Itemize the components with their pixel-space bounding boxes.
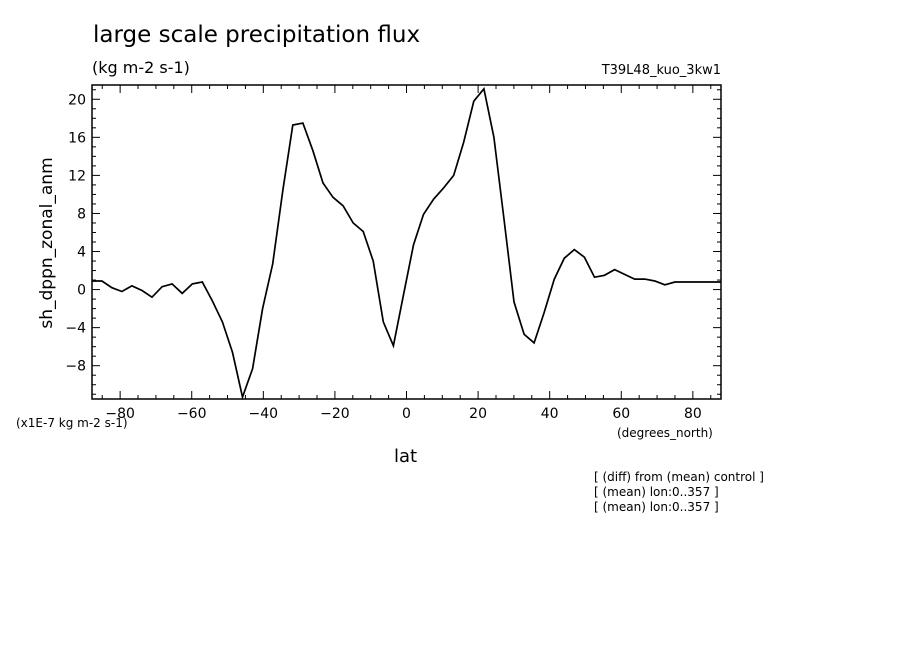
- chart-title: large scale precipitation flux: [93, 22, 421, 48]
- y-tick-label: 0: [77, 283, 86, 299]
- x-axis-label: lat: [394, 446, 418, 467]
- note-line: [ (mean) lon:0..357 ]: [594, 485, 719, 499]
- x-tick-label: 0: [402, 406, 411, 422]
- y-scale-note: (x1E-7 kg m-2 s-1): [16, 416, 128, 430]
- x-tick-label: −60: [177, 406, 207, 422]
- series-line: [92, 86, 721, 401]
- x-axis-units: (degrees_north): [617, 426, 713, 440]
- y-axis-label: sh_dppn_zonal_anm: [37, 157, 57, 328]
- y-tick-label: −8: [65, 359, 86, 375]
- axes-group: [91, 84, 722, 400]
- x-tick-label: −40: [249, 406, 279, 422]
- note-line: [ (diff) from (mean) control ]: [594, 470, 764, 484]
- x-tick-label: −20: [320, 406, 350, 422]
- y-tick-label: 16: [68, 130, 86, 146]
- x-tick-label: 20: [469, 406, 487, 422]
- y-tick-label: 8: [77, 206, 86, 222]
- note-line: [ (mean) lon:0..357 ]: [594, 500, 719, 514]
- x-tick-label: −80: [105, 406, 135, 422]
- x-tick-label: 60: [612, 406, 630, 422]
- run-id-label: T39L48_kuo_3kw1: [601, 63, 721, 78]
- y-tick-label: 4: [77, 245, 86, 261]
- x-tick-label: 80: [684, 406, 702, 422]
- chart-units: (kg m-2 s-1): [92, 58, 190, 77]
- x-tick-label: 40: [541, 406, 559, 422]
- y-tick-label: 12: [68, 168, 86, 184]
- processing-notes: [ (diff) from (mean) control ] [ (mean) …: [594, 470, 764, 515]
- ticks-group: [92, 85, 721, 399]
- y-tick-label: −4: [65, 321, 86, 337]
- plot-frame: [91, 84, 722, 400]
- y-tick-label: 20: [68, 92, 86, 108]
